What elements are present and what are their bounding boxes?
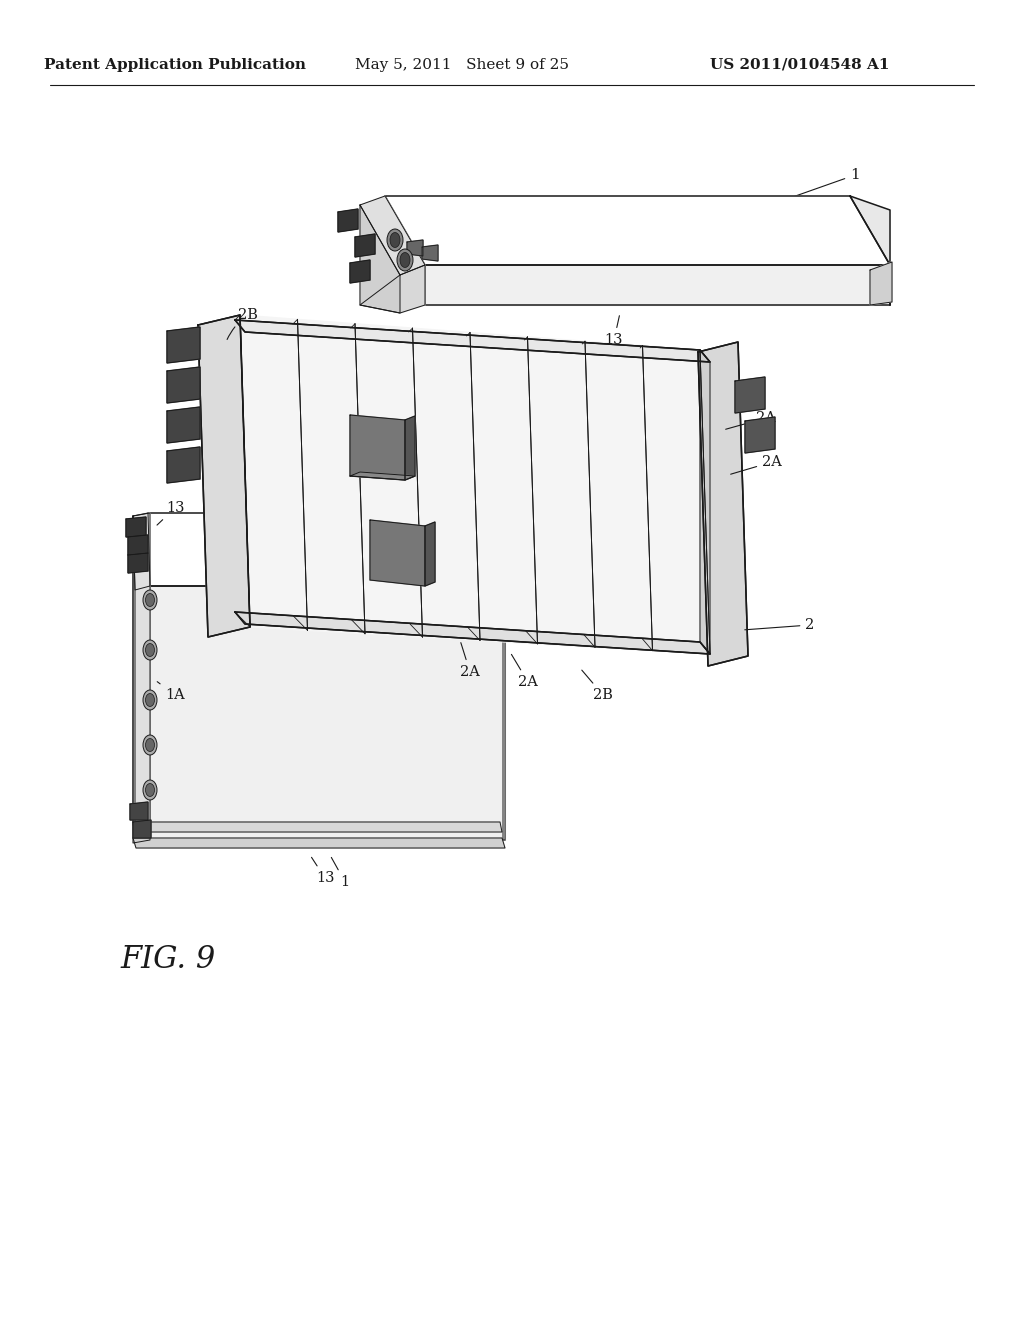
Text: 1: 1 xyxy=(332,858,349,888)
Text: 1A: 1A xyxy=(158,681,185,702)
Polygon shape xyxy=(128,535,148,554)
Polygon shape xyxy=(503,513,505,840)
Polygon shape xyxy=(133,838,505,847)
Text: 2A: 2A xyxy=(731,455,782,474)
Text: 1A: 1A xyxy=(360,251,413,265)
Polygon shape xyxy=(167,367,200,403)
Text: 2A: 2A xyxy=(726,411,776,429)
Polygon shape xyxy=(735,378,765,413)
Ellipse shape xyxy=(390,232,400,248)
Polygon shape xyxy=(360,265,425,313)
Ellipse shape xyxy=(143,590,157,610)
Polygon shape xyxy=(385,195,890,265)
Text: 2: 2 xyxy=(744,618,815,632)
Polygon shape xyxy=(148,513,505,586)
Ellipse shape xyxy=(387,228,403,251)
Text: Patent Application Publication: Patent Application Publication xyxy=(44,58,306,73)
Polygon shape xyxy=(133,820,151,838)
Ellipse shape xyxy=(145,693,155,706)
Polygon shape xyxy=(745,417,775,453)
Ellipse shape xyxy=(143,690,157,710)
Text: 13: 13 xyxy=(157,502,184,525)
Polygon shape xyxy=(425,521,435,586)
Polygon shape xyxy=(128,553,148,573)
Ellipse shape xyxy=(397,249,413,271)
Text: 2B: 2B xyxy=(227,308,258,339)
Polygon shape xyxy=(870,261,892,305)
Ellipse shape xyxy=(143,735,157,755)
Polygon shape xyxy=(360,205,400,313)
Polygon shape xyxy=(350,260,370,282)
Polygon shape xyxy=(234,319,710,362)
Polygon shape xyxy=(133,513,150,843)
Polygon shape xyxy=(167,407,200,444)
Text: FIG. 9: FIG. 9 xyxy=(121,945,216,975)
Polygon shape xyxy=(338,209,358,232)
Ellipse shape xyxy=(400,252,410,268)
Text: US 2011/0104548 A1: US 2011/0104548 A1 xyxy=(711,58,890,73)
Polygon shape xyxy=(133,822,502,832)
Polygon shape xyxy=(240,315,710,653)
Polygon shape xyxy=(133,516,135,828)
Text: May 5, 2011   Sheet 9 of 25: May 5, 2011 Sheet 9 of 25 xyxy=(355,58,569,73)
Polygon shape xyxy=(198,315,250,638)
Ellipse shape xyxy=(145,784,155,796)
Polygon shape xyxy=(167,447,200,483)
Polygon shape xyxy=(370,520,425,586)
Polygon shape xyxy=(355,234,375,257)
Polygon shape xyxy=(126,517,146,537)
Polygon shape xyxy=(850,195,890,305)
Polygon shape xyxy=(350,414,406,480)
Polygon shape xyxy=(133,513,150,590)
Ellipse shape xyxy=(145,594,155,606)
Ellipse shape xyxy=(143,640,157,660)
Ellipse shape xyxy=(145,644,155,656)
Polygon shape xyxy=(425,265,890,305)
Text: 1: 1 xyxy=(773,168,860,205)
Polygon shape xyxy=(406,416,415,480)
Ellipse shape xyxy=(145,738,155,751)
Text: 13: 13 xyxy=(311,857,334,884)
Text: 2B: 2B xyxy=(582,671,613,702)
Text: 13: 13 xyxy=(605,315,624,347)
Polygon shape xyxy=(700,350,710,653)
Polygon shape xyxy=(130,803,148,820)
Text: 13: 13 xyxy=(454,211,498,243)
Polygon shape xyxy=(407,240,423,256)
Polygon shape xyxy=(350,473,415,480)
Polygon shape xyxy=(698,342,748,667)
Polygon shape xyxy=(234,612,710,653)
Text: 2A: 2A xyxy=(511,655,538,689)
Polygon shape xyxy=(422,246,438,261)
Text: 2A: 2A xyxy=(460,643,480,678)
Polygon shape xyxy=(167,327,200,363)
Ellipse shape xyxy=(143,780,157,800)
Polygon shape xyxy=(360,195,425,275)
Polygon shape xyxy=(150,586,505,840)
